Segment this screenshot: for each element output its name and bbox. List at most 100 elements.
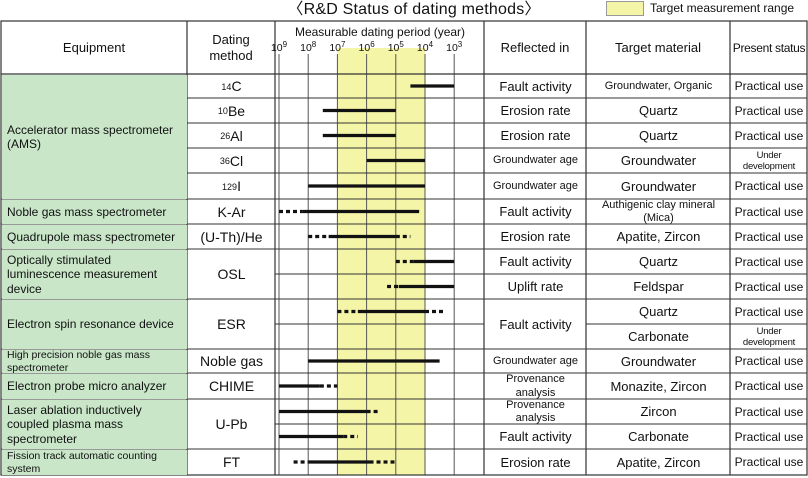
method-cell: 14 C — [221, 78, 242, 95]
reflected-cell: Erosion rate — [500, 128, 571, 144]
reflected-cell: Groundwater age — [493, 354, 578, 367]
method-name: ESR — [217, 316, 246, 333]
status-cell: Practical use — [734, 379, 804, 394]
equipment-cell: Quadrupole mass spectrometer — [2, 225, 187, 249]
equipment-cell: Optically stimulated luminescence measur… — [2, 250, 187, 299]
status-cell: Practical use — [734, 404, 804, 419]
target-material-cell: Groundwater — [620, 353, 697, 369]
method-cell: (U-Th)/He — [188, 225, 275, 249]
status-cell: Practical use — [734, 79, 804, 94]
legend-swatch — [606, 1, 644, 16]
target-material-cell: Authigenic clay mineral (Mica) — [601, 200, 716, 224]
reflected-cell: Fault activity — [499, 254, 572, 270]
legend-label: Target measurement range — [650, 1, 795, 15]
status-cell: Under development — [742, 325, 796, 348]
status-cell: Practical use — [734, 229, 804, 244]
method-name: C — [231, 78, 242, 95]
header-method: Dating method — [209, 32, 253, 63]
reflected-cell: Fault activity — [499, 78, 572, 94]
method-cell: FT — [188, 450, 275, 475]
status-cell: Practical use — [734, 128, 804, 143]
period-tick-label: 105 — [382, 40, 410, 55]
target-material-cell: Carbonate — [628, 329, 689, 345]
reflected-cell: Fault activity — [499, 429, 572, 445]
method-name: OSL — [217, 266, 246, 283]
status-cell: Under development — [742, 149, 796, 172]
tick-exponent: 3 — [457, 40, 463, 49]
tick-base: 10 — [270, 42, 283, 54]
equipment-cell: High precision noble gas mass spectromet… — [2, 350, 187, 373]
target-material-cell: Groundwater, Organic — [604, 79, 713, 92]
method-name: I — [237, 178, 241, 195]
method-name: CHIME — [208, 378, 255, 395]
method-name: Be — [227, 102, 246, 119]
target-material-cell: Quartz — [638, 304, 678, 320]
status-cell: Practical use — [734, 304, 804, 319]
reflected-cell: Erosion rate — [500, 103, 571, 119]
target-material-cell: Zircon — [640, 404, 677, 420]
tick-base: 10 — [416, 42, 429, 54]
equipment-cell: Laser ablation inductively coupled plasm… — [2, 400, 187, 449]
method-cell: K-Ar — [188, 200, 275, 224]
tick-exponent: 9 — [282, 40, 288, 49]
tick-base: 10 — [358, 42, 371, 54]
tick-exponent: 5 — [399, 40, 404, 49]
tick-base: 10 — [446, 42, 458, 54]
period-tick-label: 103 — [440, 40, 468, 55]
period-tick-label: 108 — [294, 41, 322, 55]
reflected-cell: Provenance analysis — [506, 400, 565, 424]
tick-base: 10 — [387, 42, 400, 54]
header-reflected: Reflected in — [500, 40, 570, 56]
target-material-cell: Quartz — [638, 103, 678, 119]
method-cell: OSL — [188, 250, 275, 299]
target-material-cell: Monazite, Zircon — [610, 378, 707, 394]
header-period: Measurable dating period (year) — [294, 24, 466, 39]
equipment-cell: Fission track automatic counting system — [2, 450, 187, 475]
method-name: K-Ar — [217, 203, 246, 220]
status-cell: Practical use — [734, 254, 804, 269]
tick-exponent: 4 — [428, 40, 434, 49]
method-name: Al — [230, 127, 243, 144]
reflected-cell: Erosion rate — [500, 229, 571, 245]
method-name: FT — [222, 454, 241, 471]
method-cell: 10 Be — [217, 102, 246, 119]
status-cell: Practical use — [734, 103, 804, 118]
page-title: 〈R&D Status of dating methods〉 — [287, 1, 541, 18]
reflected-cell: Fault activity — [499, 204, 572, 220]
method-cell: CHIME — [188, 374, 275, 399]
reflected-cell: Groundwater age — [493, 154, 578, 167]
tick-exponent: 6 — [370, 40, 375, 49]
reflected-cell: Fault activity — [499, 316, 572, 332]
status-cell: Practical use — [734, 429, 804, 444]
method-name: Cl — [229, 152, 244, 169]
reflected-cell: Groundwater age — [493, 179, 578, 192]
period-tick-label: 109 — [265, 40, 293, 55]
reflected-cell: Erosion rate — [500, 454, 571, 470]
status-cell: Practical use — [734, 204, 804, 219]
target-material-cell: Groundwater — [620, 153, 697, 169]
tick-base: 10 — [300, 42, 312, 54]
reflected-cell: Uplift rate — [507, 279, 564, 295]
header-equipment: Equipment — [62, 40, 126, 56]
period-tick-label: 106 — [353, 40, 381, 55]
method-name: (U-Th)/He — [200, 228, 263, 245]
method-name: Noble gas — [199, 353, 264, 370]
equipment-cell: Electron probe micro analyzer — [2, 374, 187, 399]
equipment-cell: Electron spin resonance device — [2, 300, 187, 349]
status-cell: Practical use — [734, 179, 804, 194]
target-material-cell: Quartz — [638, 254, 678, 270]
period-tick-label: 107 — [323, 41, 351, 55]
method-cell: 129 I — [222, 178, 241, 195]
target-material-cell: Apatite, Zircon — [616, 454, 701, 470]
equipment-cell: Accelerator mass spectrometer (AMS) — [2, 75, 187, 199]
target-material-cell: Feldspar — [633, 279, 684, 295]
method-cell: 36 Cl — [219, 152, 244, 169]
target-material-cell: Groundwater — [620, 178, 697, 194]
equipment-cell: Noble gas mass spectrometer — [2, 200, 187, 224]
method-cell: Noble gas — [188, 350, 275, 373]
status-cell: Practical use — [734, 279, 804, 294]
header-status: Present status — [732, 40, 806, 55]
status-cell: Practical use — [734, 354, 804, 369]
tick-base: 10 — [329, 42, 341, 54]
